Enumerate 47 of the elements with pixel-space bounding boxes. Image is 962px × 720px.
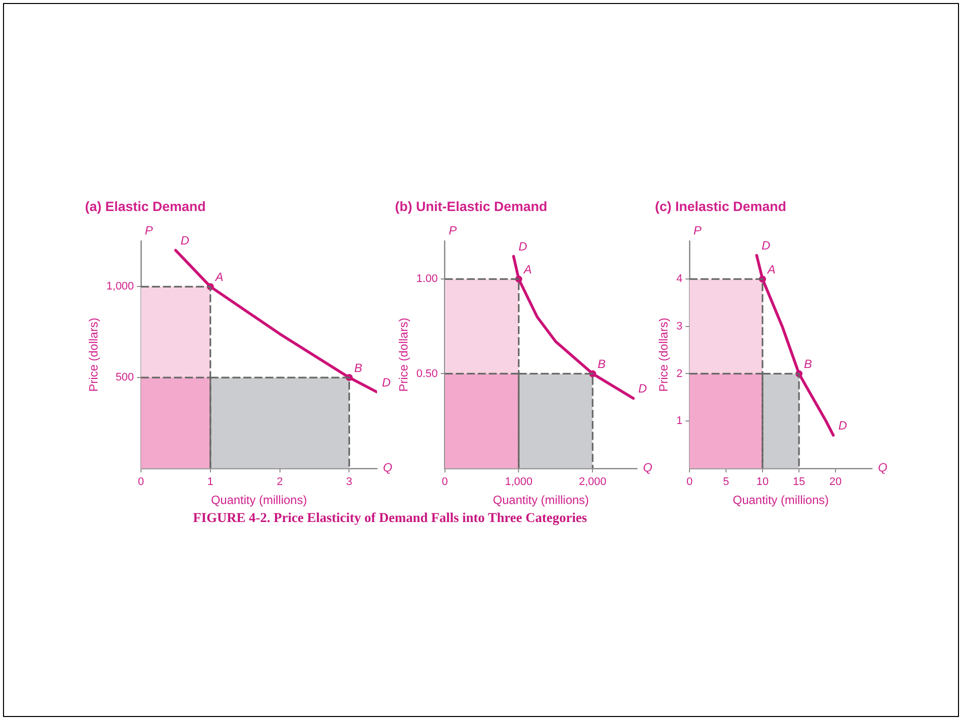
x-axis-title: Quantity (millions): [210, 493, 307, 508]
caption: FIGURE 4-2. Price Elasticity of Demand Falls into Three Categories: [192, 510, 588, 526]
x-tick-label: 20: [829, 476, 842, 488]
text: P: [694, 224, 702, 238]
x-tick-label: 1,000: [504, 476, 532, 488]
annotation: D: [838, 418, 848, 433]
annotation: D: [518, 240, 528, 254]
annotation: A: [766, 262, 776, 276]
text: Q: [878, 460, 888, 475]
y-axis-title: Price (dollars): [396, 318, 411, 392]
annotation: B: [804, 357, 812, 372]
annotation: A: [522, 262, 532, 276]
x-tick-label: 2,000: [578, 476, 606, 488]
y-tick-label: 4: [676, 273, 683, 286]
text: Q: [383, 460, 392, 475]
x-tick-label: 1: [207, 476, 214, 488]
annotation: D: [638, 382, 648, 396]
y-tick-label: 1: [676, 415, 683, 428]
x-tick-label: 0: [138, 476, 144, 488]
chart-title: (b) Unit-Elastic Demand: [395, 198, 548, 214]
text: Q: [643, 460, 652, 475]
chart-title: (a) Elastic Demand: [85, 198, 206, 214]
x-tick-label: 15: [792, 476, 806, 488]
x-tick-label: 3: [346, 476, 352, 488]
y-tick-label: 2: [676, 368, 683, 380]
x-tick-label: 0: [442, 476, 448, 488]
x-tick-label: 0: [686, 476, 693, 488]
annotation: D: [382, 375, 391, 390]
text: P: [144, 224, 153, 238]
y-tick-label: 500: [116, 372, 134, 384]
x-tick-label: 10: [756, 476, 769, 488]
annotation: B: [598, 357, 606, 372]
y-tick-label: 0.50: [416, 368, 438, 380]
y-tick-label: 3: [676, 320, 683, 332]
annotation: D: [180, 234, 190, 248]
y-axis-title: Price (dollars): [86, 318, 101, 392]
annotation: B: [354, 360, 362, 375]
x-tick-label: 2: [276, 476, 283, 488]
text: P: [448, 224, 457, 238]
y-tick-label: 1.00: [416, 273, 438, 286]
y-axis-title: Price (dollars): [656, 318, 671, 392]
x-axis-title: Quantity (millions): [732, 493, 829, 508]
annotation: D: [762, 238, 771, 253]
x-tick-label: 5: [722, 476, 730, 488]
x-axis-title: Quantity (millions): [492, 493, 589, 508]
chart-title: (c) Inelastic Demand: [655, 198, 786, 214]
annotation: A: [214, 270, 224, 284]
